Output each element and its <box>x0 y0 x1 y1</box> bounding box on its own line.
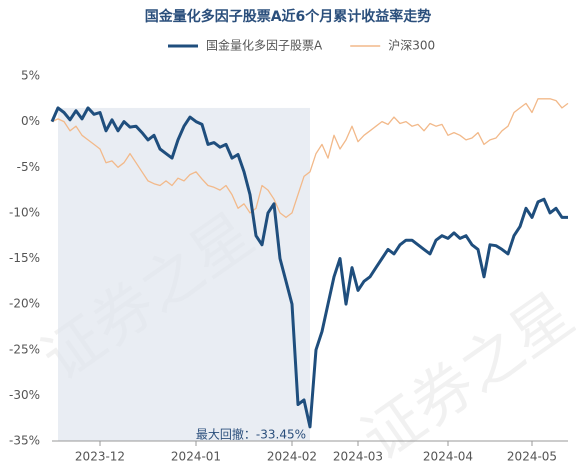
y-tick-label: -5% <box>17 160 40 174</box>
y-tick-label: -25% <box>9 342 40 356</box>
x-tick-label: 2024-02 <box>267 450 317 464</box>
y-tick-label: -10% <box>9 205 40 219</box>
y-tick-label: 5% <box>21 69 40 83</box>
x-tick-label: 2023-12 <box>75 450 125 464</box>
x-tick-label: 2024-01 <box>171 450 221 464</box>
drawdown-area <box>58 107 310 441</box>
watermark: 证券之星 <box>350 280 576 475</box>
y-tick-label: -20% <box>9 297 40 311</box>
chart-title: 国金量化多因子股票A近6个月累计收益率走势 <box>145 8 432 25</box>
x-tick-label: 2024-04 <box>423 450 473 464</box>
x-tick-label: 2024-03 <box>333 450 383 464</box>
y-tick-label: -35% <box>9 434 40 448</box>
series-line <box>50 106 568 429</box>
legend-label: 沪深300 <box>388 39 435 53</box>
series-line <box>51 98 569 219</box>
legend-label: 国金量化多因子股票A <box>206 38 323 53</box>
x-tick-label: 2024-05 <box>507 450 557 464</box>
annotation: 最大回撤：-33.45% <box>196 426 306 441</box>
y-tick-label: -15% <box>9 251 40 265</box>
y-tick-label: 0% <box>21 114 40 128</box>
y-tick-label: -30% <box>9 388 40 402</box>
